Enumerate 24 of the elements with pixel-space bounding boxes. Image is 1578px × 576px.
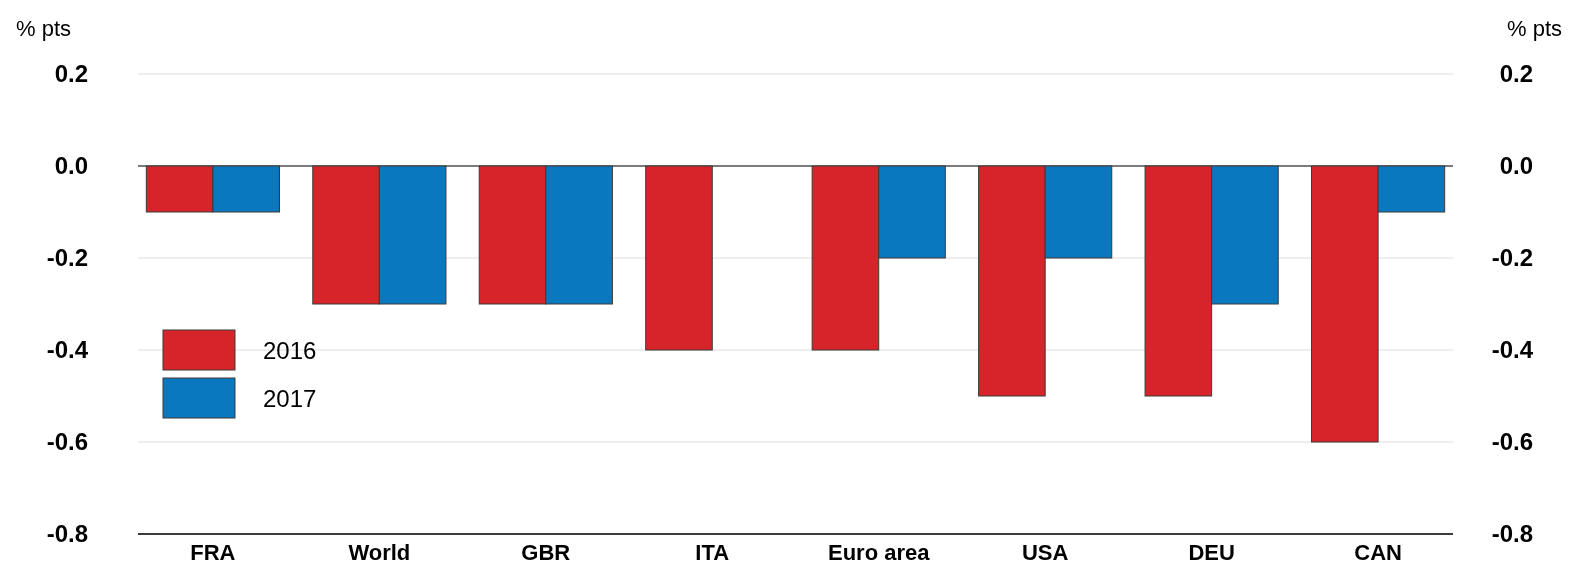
x-tick-label: USA [1021,540,1069,565]
y2-tick-label: 0.0 [1499,152,1533,179]
x-tick-label: Euro area [827,540,931,565]
y2-tick-label: -0.6 [1491,428,1533,455]
y-tick-label: -0.8 [46,520,88,547]
y-axis-title: % pts [16,16,72,41]
legend-label: 2017 [263,385,317,412]
x-tick-label: GBR [521,540,571,565]
y-tick-label: 0.0 [54,152,88,179]
y2-axis-title: % pts [1506,16,1562,41]
x-tick-label: ITA [695,540,730,565]
x-tick-label: World [348,540,411,565]
y2-tick-label: -0.2 [1491,244,1533,271]
x-tick-label: DEU [1188,540,1235,565]
y-tick-label: -0.6 [46,428,88,455]
y-tick-label: -0.4 [46,336,89,363]
x-tick-label: FRA [190,540,236,565]
y2-tick-label: 0.2 [1499,60,1533,87]
y-tick-label: 0.2 [54,60,88,87]
y-tick-label: -0.2 [46,244,88,271]
y2-tick-label: -0.4 [1491,336,1534,363]
x-tick-label: CAN [1354,540,1402,565]
legend-label: 2016 [263,337,317,364]
y2-tick-label: -0.8 [1491,520,1533,547]
